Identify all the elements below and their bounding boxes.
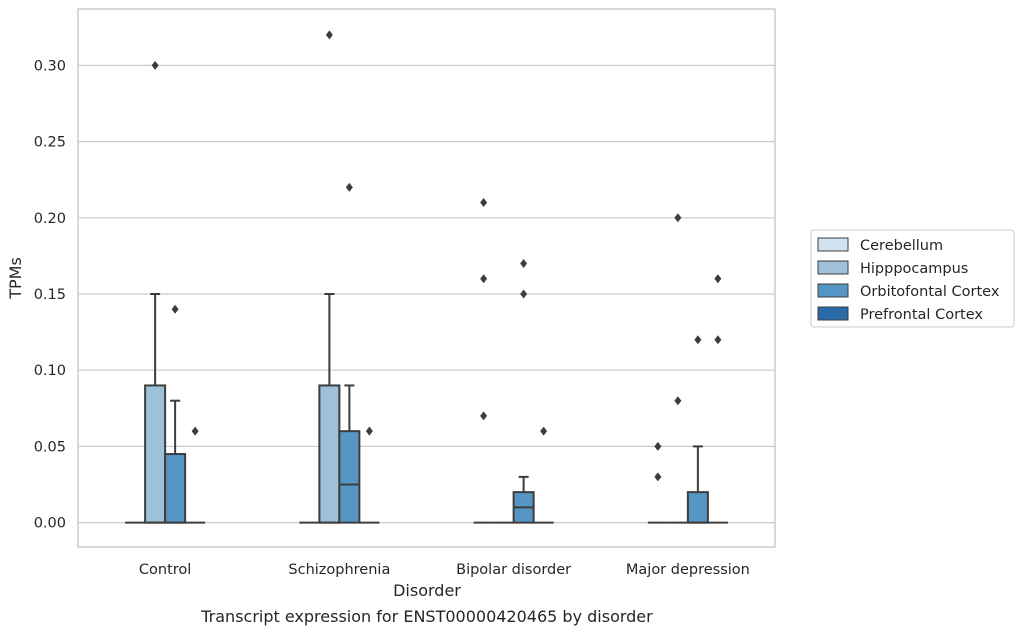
legend-label: Orbitofontal Cortex [860,284,1000,300]
box-group [533,426,554,524]
y-tick-label: 0.15 [34,287,66,303]
x-tick-label: Bipolar disorder [456,562,571,578]
y-tick-label: 0.10 [34,363,66,379]
box-group [512,259,535,524]
y-tick-label: 0.05 [34,439,66,455]
outlier-point [480,198,488,208]
x-tick-label: Control [139,562,191,578]
legend-label: Prefrontal Cortex [860,307,983,323]
outlier-point [365,426,373,436]
y-tick-labels: 0.00 0.05 0.10 0.15 0.20 0.25 0.30 [34,58,66,531]
box [144,384,167,524]
outlier-point [540,426,548,436]
y-tick-label: 0.20 [34,211,66,227]
box [164,453,187,524]
legend-swatch [817,260,849,275]
legend-label: Hipppocampus [860,261,968,277]
box-group [164,304,187,524]
outlier-point [674,213,682,223]
legend-swatch [817,237,849,252]
outlier-point [520,259,528,269]
legend: Cerebellum Hipppocampus Orbitofontal Corte… [810,229,1015,328]
box-group [359,426,380,524]
box [318,384,341,524]
box-group [473,198,494,524]
box [338,430,361,524]
box-group [647,441,668,524]
legend-label: Cerebellum [860,238,943,254]
box-group [667,213,688,524]
outlier-point [480,411,488,421]
x-tick-label: Schizophrenia [288,562,390,578]
outlier-point [151,60,159,70]
legend-frame [810,229,1015,328]
outlier-point [654,472,662,482]
y-axis-label: TPMs [6,257,25,300]
outlier-point [480,274,488,284]
chart-caption: Transcript expression for ENST0000042046… [200,607,653,626]
box-group [707,274,728,524]
plot-area-background [77,8,776,548]
outlier-point [714,335,722,345]
box-group [144,60,167,524]
outlier-point [171,304,179,314]
outlier-point [345,182,353,192]
box-group [338,182,361,524]
outlier-point [520,289,528,299]
outlier-point [191,426,199,436]
box-group [185,426,206,524]
y-tick-label: 0.30 [34,58,66,74]
y-tick-label: 0.00 [34,516,66,532]
y-tick-label: 0.25 [34,135,66,151]
outlier-point [714,274,722,284]
x-tick-label: Major depression [626,562,750,578]
x-tick-labels: Control Schizophrenia Bipolar disorder Majo… [139,562,750,578]
legend-swatch [817,283,849,298]
legend-swatch [817,306,849,321]
x-axis-label: Disorder [393,581,461,600]
outlier-point [674,396,682,406]
outlier-point [694,335,702,345]
box-group [686,335,709,524]
box [686,491,709,524]
box-series [125,30,728,524]
outlier-point [654,441,662,451]
outlier-point [325,30,333,40]
